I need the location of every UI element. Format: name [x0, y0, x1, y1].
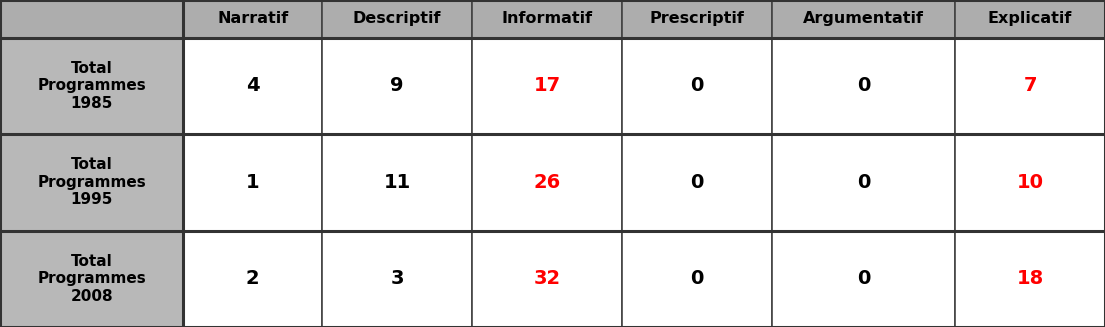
Text: 9: 9 — [390, 76, 403, 95]
Text: 0: 0 — [856, 76, 870, 95]
Bar — [322, 134, 472, 231]
Text: 1: 1 — [246, 173, 260, 192]
Bar — [955, 134, 1105, 231]
Bar — [0, 231, 183, 327]
Text: 26: 26 — [534, 173, 560, 192]
Bar — [183, 134, 322, 231]
Bar — [183, 231, 322, 327]
Bar — [622, 134, 771, 231]
Bar — [322, 231, 472, 327]
Bar — [472, 38, 622, 134]
Text: 0: 0 — [856, 269, 870, 288]
Text: 7: 7 — [1023, 76, 1036, 95]
Text: Total
Programmes
1985: Total Programmes 1985 — [38, 61, 146, 111]
Bar — [472, 0, 622, 38]
Text: 2: 2 — [246, 269, 260, 288]
Bar — [0, 0, 183, 38]
Text: 0: 0 — [691, 76, 704, 95]
Text: Informatif: Informatif — [502, 11, 592, 26]
Text: 18: 18 — [1017, 269, 1044, 288]
Bar — [183, 0, 322, 38]
Bar — [771, 134, 955, 231]
Bar — [771, 231, 955, 327]
Text: Total
Programmes
1995: Total Programmes 1995 — [38, 157, 146, 207]
Text: 32: 32 — [534, 269, 560, 288]
Bar — [472, 134, 622, 231]
Bar — [0, 38, 183, 134]
Bar — [322, 0, 472, 38]
Bar — [622, 0, 771, 38]
Bar — [0, 134, 183, 231]
Text: 10: 10 — [1017, 173, 1043, 192]
Text: Explicatif: Explicatif — [988, 11, 1072, 26]
Text: Argumentatif: Argumentatif — [803, 11, 924, 26]
Text: 3: 3 — [390, 269, 403, 288]
Bar — [771, 0, 955, 38]
Bar — [771, 38, 955, 134]
Text: 11: 11 — [383, 173, 411, 192]
Text: Total
Programmes
2008: Total Programmes 2008 — [38, 254, 146, 304]
Bar — [472, 231, 622, 327]
Bar — [622, 38, 771, 134]
Text: 0: 0 — [856, 173, 870, 192]
Bar — [955, 38, 1105, 134]
Bar — [322, 38, 472, 134]
Bar — [183, 38, 322, 134]
Text: 4: 4 — [246, 76, 260, 95]
Bar — [622, 231, 771, 327]
Text: Descriptif: Descriptif — [352, 11, 441, 26]
Bar — [955, 0, 1105, 38]
Text: Narratif: Narratif — [217, 11, 288, 26]
Bar — [955, 231, 1105, 327]
Text: Prescriptif: Prescriptif — [650, 11, 745, 26]
Text: 17: 17 — [534, 76, 560, 95]
Text: 0: 0 — [691, 269, 704, 288]
Text: 0: 0 — [691, 173, 704, 192]
